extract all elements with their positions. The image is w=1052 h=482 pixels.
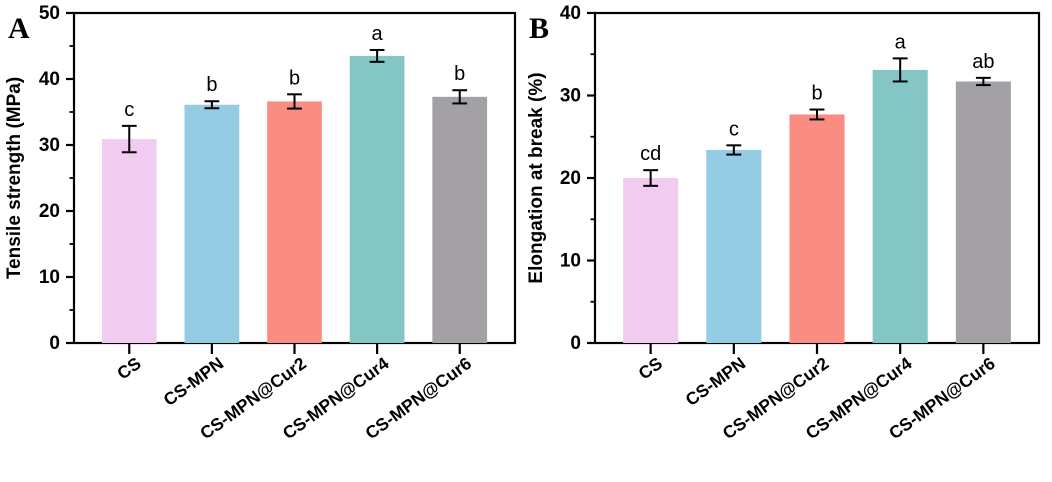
svg-text:A: A xyxy=(8,12,30,45)
svg-text:cd: cd xyxy=(640,143,661,165)
svg-text:a: a xyxy=(372,23,384,45)
svg-text:0: 0 xyxy=(49,333,60,354)
svg-text:Elongation at break (%): Elongation at break (%) xyxy=(526,72,547,283)
svg-text:20: 20 xyxy=(39,201,60,222)
svg-text:a: a xyxy=(895,31,907,53)
svg-text:10: 10 xyxy=(560,251,581,272)
svg-text:b: b xyxy=(289,67,300,89)
svg-text:c: c xyxy=(124,99,134,121)
svg-text:CS: CS xyxy=(113,353,144,383)
svg-text:b: b xyxy=(454,63,465,85)
svg-text:10: 10 xyxy=(39,267,60,288)
svg-text:B: B xyxy=(529,12,549,45)
svg-text:30: 30 xyxy=(560,86,581,107)
svg-text:Tensile strength (MPa): Tensile strength (MPa) xyxy=(4,77,25,279)
svg-text:20: 20 xyxy=(560,168,581,189)
svg-text:0: 0 xyxy=(570,333,581,354)
svg-text:b: b xyxy=(206,74,217,96)
svg-text:30: 30 xyxy=(39,135,60,156)
svg-text:c: c xyxy=(729,118,739,140)
svg-text:40: 40 xyxy=(39,69,60,90)
svg-text:CS-MPN: CS-MPN xyxy=(682,353,750,410)
svg-text:40: 40 xyxy=(560,3,581,24)
svg-text:50: 50 xyxy=(39,3,60,24)
svg-text:ab: ab xyxy=(972,51,994,73)
svg-text:b: b xyxy=(811,83,822,105)
svg-text:CS: CS xyxy=(635,353,666,383)
svg-text:CS-MPN: CS-MPN xyxy=(160,353,228,410)
